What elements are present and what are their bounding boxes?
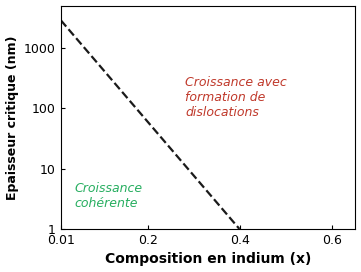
Y-axis label: Epaisseur critique (nm): Epaisseur critique (nm) <box>5 35 18 200</box>
X-axis label: Composition en indium (x): Composition en indium (x) <box>105 252 311 267</box>
Text: Croissance avec
formation de
dislocations: Croissance avec formation de dislocation… <box>185 76 287 119</box>
Text: Croissance
cohérente: Croissance cohérente <box>75 182 143 210</box>
